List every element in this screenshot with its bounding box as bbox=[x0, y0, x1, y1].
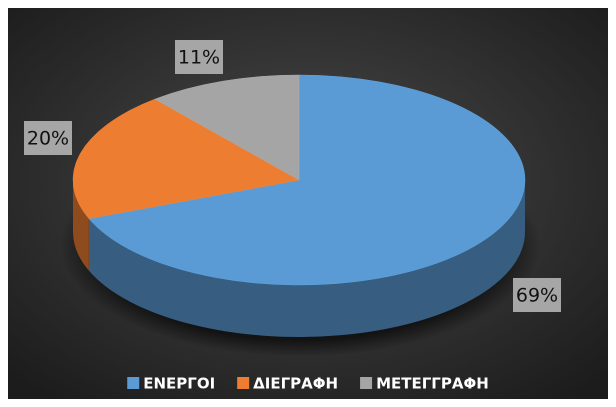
data-label: 69% bbox=[516, 285, 558, 307]
pie-slice bbox=[88, 74, 526, 286]
pie-side bbox=[73, 180, 89, 271]
data-label-box bbox=[24, 121, 72, 155]
pie-slice bbox=[154, 74, 300, 181]
pie-side bbox=[88, 180, 525, 337]
pie-slice bbox=[72, 98, 300, 219]
data-label: 11% bbox=[178, 47, 220, 69]
legend-label: ΜΕΤΕΓΓΡΑΦΗ bbox=[376, 375, 489, 393]
legend-swatch bbox=[127, 377, 140, 389]
data-label: 20% bbox=[27, 128, 69, 150]
legend-label: ΔΙΕΓΡΑΦΗ bbox=[253, 375, 338, 393]
data-label-box bbox=[513, 278, 561, 312]
data-label-box bbox=[175, 40, 223, 74]
legend-swatch bbox=[360, 377, 373, 389]
legend-swatch bbox=[237, 377, 250, 389]
legend-label: ΕΝΕΡΓΟΙ bbox=[143, 375, 215, 393]
